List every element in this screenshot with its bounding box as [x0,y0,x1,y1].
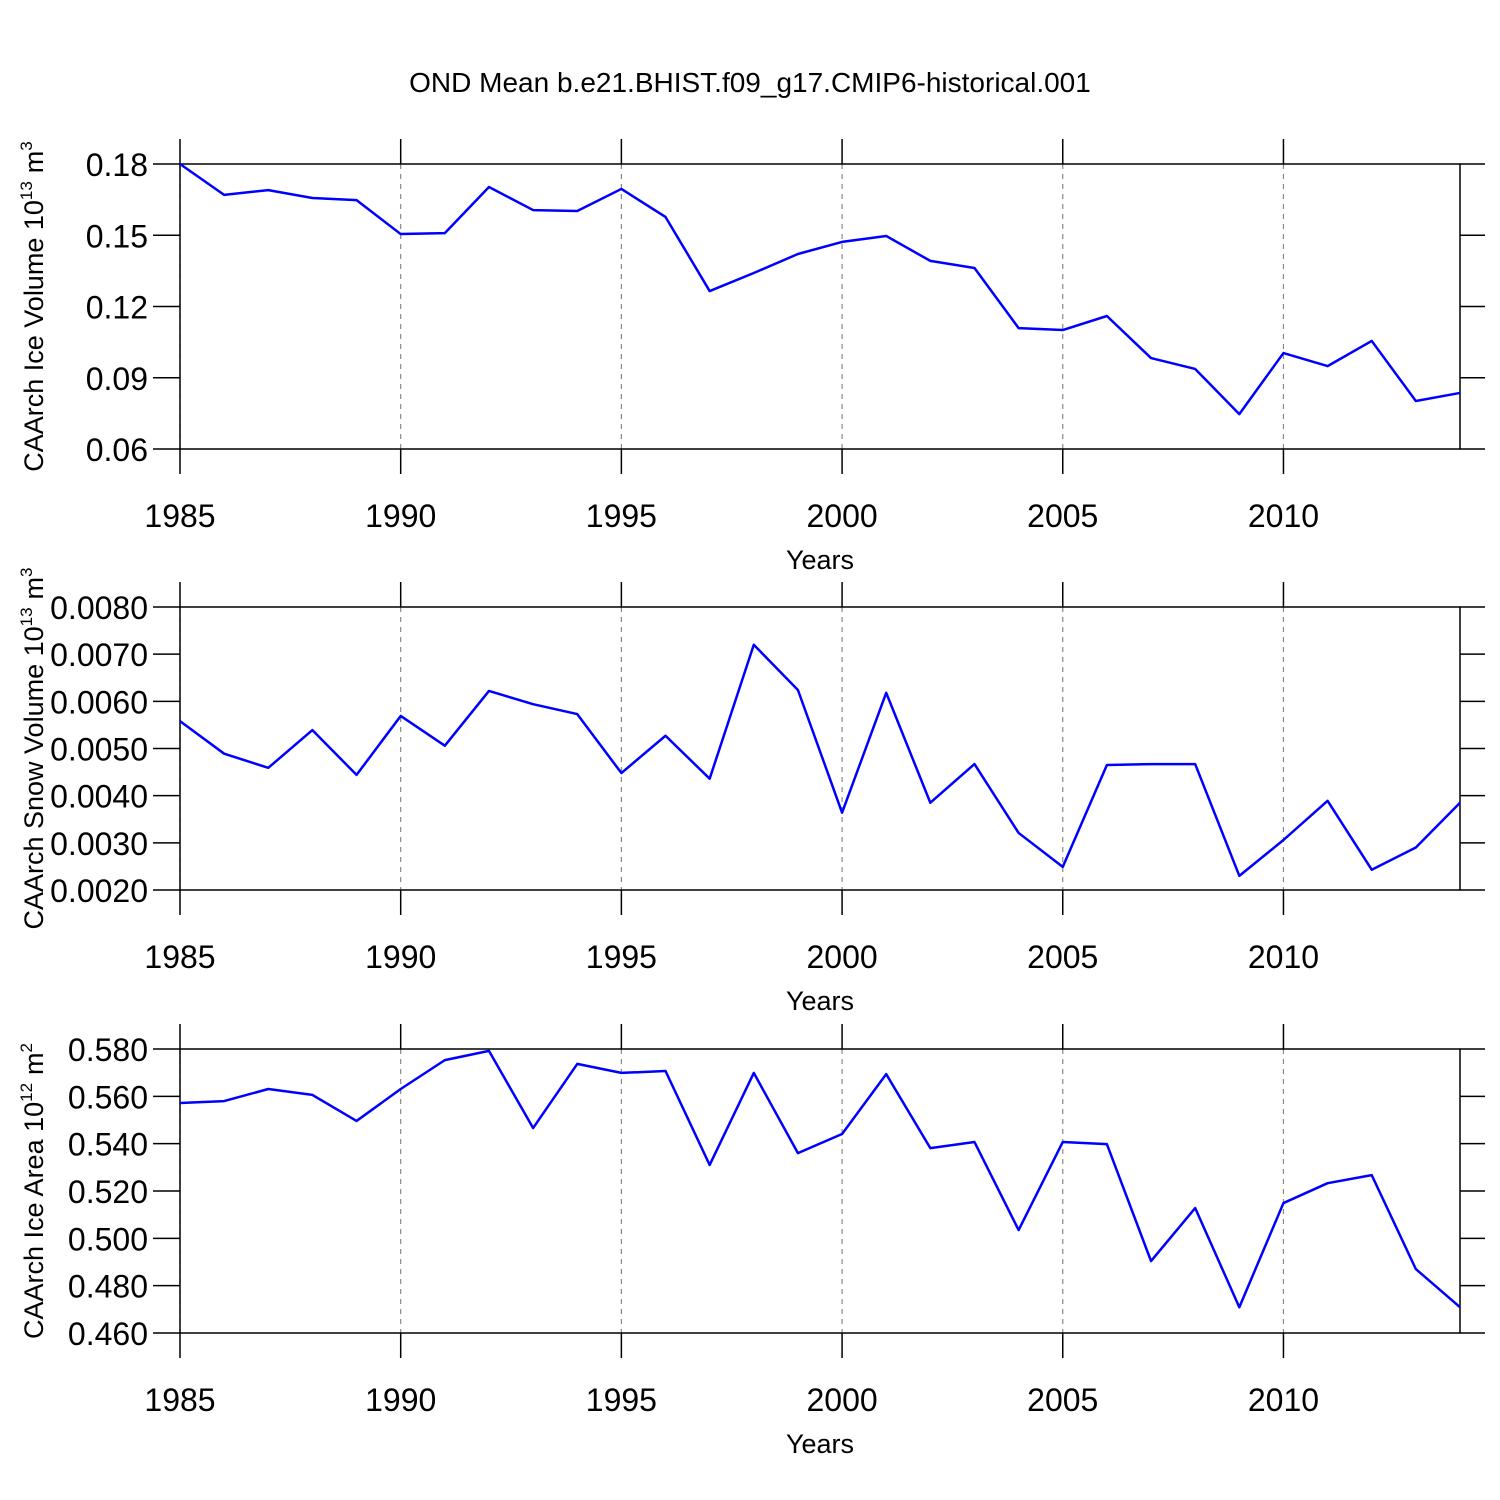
x-tick-label: 1990 [365,1382,436,1418]
y-axis-title: CAArch Ice Area 1012 m2 [17,1043,49,1339]
y-axis-title-base: CAArch Snow Volume 10 [19,626,49,929]
y-tick-label: 0.540 [68,1127,148,1163]
x-tick-label: 1990 [365,939,436,975]
x-tick-label: 1995 [586,498,657,534]
x-tick-label: 2005 [1027,939,1098,975]
y-tick-label: 0.520 [68,1174,148,1210]
y-tick-label: 0.460 [68,1316,148,1352]
y-tick-label: 0.15 [86,218,148,254]
data-line [179,162,1461,416]
y-tick-label: 0.12 [86,290,148,326]
x-tick-label: 1985 [144,498,215,534]
x-axis-title: Years [786,545,854,575]
y-axis-title-unit: m [19,1052,49,1075]
y-tick-label: 0.0060 [50,684,148,720]
plot-frame [179,1048,1461,1334]
x-tick-label: 2005 [1027,498,1098,534]
x-tick-label: 2000 [806,939,877,975]
data-line [179,1049,1461,1309]
y-axis-title-unit: m [19,151,49,174]
x-tick-label: 2000 [806,498,877,534]
y-tick-label: 0.06 [86,432,148,468]
y-axis-title-unit-exponent: 3 [17,567,36,576]
y-tick-label: 0.480 [68,1269,148,1305]
plot-frame [179,606,1461,891]
x-tick-label: 1985 [144,1382,215,1418]
y-tick-label: 0.0070 [50,637,148,673]
x-axis-title: Years [786,986,854,1016]
y-axis-title: CAArch Snow Volume 1013 m3 [17,567,49,929]
x-tick-label: 2010 [1248,1382,1319,1418]
x-tick-label: 1995 [586,1382,657,1418]
x-axis-title: Years [786,1429,854,1459]
y-axis-title-base: CAArch Ice Area 10 [19,1102,49,1339]
y-axis-title-exponent: 13 [17,181,36,200]
y-tick-label: 0.0030 [50,826,148,862]
y-tick-label: 0.0040 [50,779,148,815]
y-tick-label: 0.500 [68,1221,148,1257]
y-tick-label: 0.580 [68,1032,148,1068]
y-axis-title-unit-exponent: 3 [17,141,36,150]
x-tick-label: 1995 [586,939,657,975]
y-tick-label: 0.09 [86,361,148,397]
y-tick-label: 0.0080 [50,590,148,626]
y-axis-title-unit: m [19,577,49,600]
x-tick-label: 2010 [1248,498,1319,534]
y-tick-label: 0.0050 [50,732,148,768]
figure-title: OND Mean b.e21.BHIST.f09_g17.CMIP6-histo… [409,67,1091,98]
y-tick-label: 0.18 [86,147,148,183]
data-line [179,643,1461,878]
x-tick-label: 2010 [1248,939,1319,975]
y-axis-title-exponent: 12 [17,1083,36,1102]
x-tick-label: 1985 [144,939,215,975]
x-tick-label: 1990 [365,498,436,534]
x-tick-label: 2005 [1027,1382,1098,1418]
y-axis-title-base: CAArch Ice Volume 10 [19,200,49,472]
y-axis-title-exponent: 13 [17,607,36,626]
x-tick-label: 2000 [806,1382,877,1418]
y-tick-label: 0.0020 [50,873,148,909]
y-tick-label: 0.560 [68,1079,148,1115]
plot-frame [179,163,1461,450]
y-axis-title: CAArch Ice Volume 1013 m3 [17,141,49,472]
y-axis-title-unit-exponent: 2 [17,1043,36,1052]
